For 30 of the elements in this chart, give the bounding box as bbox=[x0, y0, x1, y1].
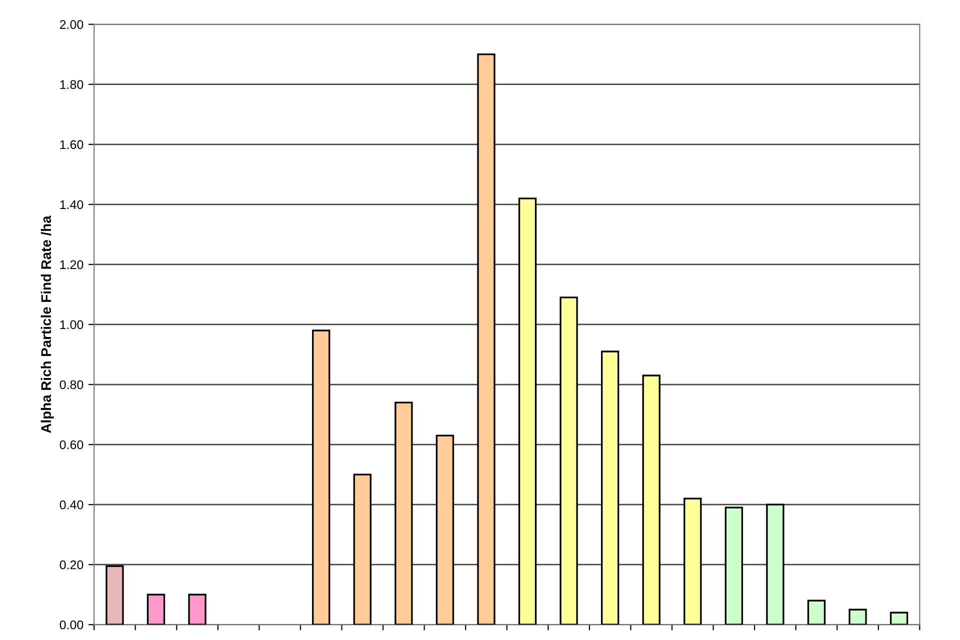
bar bbox=[353, 474, 372, 625]
y-axis-title: Alpha Rich Particle Find Rate /ha bbox=[40, 216, 54, 433]
y-tick-label: 1.80 bbox=[60, 80, 84, 90]
bar bbox=[312, 330, 330, 625]
bar bbox=[890, 612, 908, 625]
bar bbox=[848, 608, 867, 625]
bar bbox=[600, 350, 620, 625]
bar bbox=[477, 54, 496, 625]
bar bbox=[394, 402, 413, 625]
y-tick-label: 1.60 bbox=[60, 140, 84, 150]
bar bbox=[188, 594, 206, 625]
y-tick-label: 0.20 bbox=[60, 560, 84, 570]
bar bbox=[146, 594, 166, 625]
bar bbox=[724, 506, 744, 625]
y-tick-label: 0.00 bbox=[60, 620, 84, 630]
y-tick-label: 0.40 bbox=[60, 500, 84, 510]
bar bbox=[807, 600, 826, 625]
bar bbox=[560, 296, 578, 625]
y-tick-label: 1.20 bbox=[60, 260, 84, 270]
y-tick-label: 0.80 bbox=[60, 380, 84, 390]
bar bbox=[642, 374, 660, 625]
y-tick-label: 1.00 bbox=[60, 320, 84, 330]
bar bbox=[518, 198, 537, 625]
y-tick-label: 2.00 bbox=[60, 20, 84, 29]
bar bbox=[436, 434, 454, 625]
y-tick-label: 1.40 bbox=[60, 200, 84, 210]
y-tick-label: 0.60 bbox=[60, 440, 84, 450]
bar bbox=[106, 565, 124, 625]
bar bbox=[684, 498, 702, 625]
bar bbox=[766, 504, 784, 625]
